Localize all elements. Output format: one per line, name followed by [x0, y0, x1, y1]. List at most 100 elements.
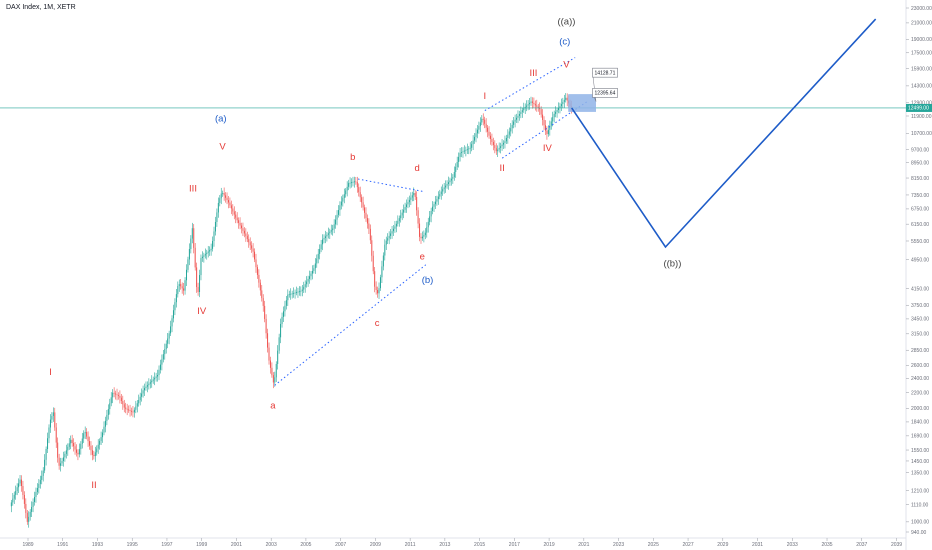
- candle-body: [488, 131, 490, 136]
- candle-body: [301, 289, 303, 291]
- y-tick-label: 1550.00: [911, 448, 929, 454]
- candle-body: [539, 107, 541, 110]
- candle-body: [117, 395, 119, 396]
- candle-body: [410, 197, 412, 200]
- candle-body: [64, 453, 66, 458]
- channel-line: [274, 264, 427, 386]
- candle-body: [552, 117, 554, 122]
- y-tick-label: 3450.00: [911, 317, 929, 323]
- candle-body: [544, 125, 546, 131]
- candle-body: [514, 119, 516, 122]
- candle-body: [139, 396, 141, 401]
- wave-label: (b): [422, 275, 434, 286]
- candle-body: [336, 214, 338, 220]
- candle-body: [125, 407, 127, 409]
- candle-body: [272, 375, 274, 383]
- candle-body: [290, 293, 292, 295]
- candle-body: [26, 512, 28, 522]
- candle-body: [416, 196, 418, 211]
- candle-body: [472, 140, 474, 145]
- candle-body: [404, 206, 406, 210]
- candle-body: [74, 446, 76, 450]
- candle-body: [411, 195, 413, 198]
- candle-body: [398, 218, 400, 222]
- candle-body: [556, 109, 558, 112]
- candle-body: [113, 392, 115, 394]
- candle-body: [332, 228, 334, 231]
- candle-body: [307, 278, 309, 282]
- candle-body: [133, 409, 135, 413]
- candle-body: [104, 420, 106, 427]
- y-tick-label: 15900.00: [911, 66, 932, 72]
- candle-body: [342, 197, 344, 202]
- candle-body: [109, 403, 111, 410]
- candle-body: [152, 379, 154, 381]
- wave-label: III: [530, 68, 538, 79]
- candle-body: [110, 397, 112, 404]
- candle-body: [513, 121, 515, 125]
- candle-body: [20, 479, 22, 487]
- candle-body: [207, 251, 209, 253]
- candle-body: [187, 259, 189, 270]
- x-tick-label: 1991: [57, 542, 68, 548]
- candle-body: [31, 506, 33, 512]
- candle-body: [180, 284, 182, 287]
- candle-body: [339, 205, 341, 211]
- candle-body: [232, 208, 234, 212]
- x-tick-label: 2011: [405, 542, 416, 548]
- y-tick-label: 5550.00: [911, 239, 929, 245]
- candle-body: [225, 195, 227, 198]
- candle-body: [22, 486, 24, 495]
- candle-body: [558, 108, 560, 110]
- candle-body: [126, 408, 128, 410]
- x-tick-label: 2003: [266, 542, 277, 548]
- candle-body: [49, 419, 51, 428]
- candle-body: [434, 201, 436, 205]
- candle-body: [188, 249, 190, 260]
- candle-body: [368, 223, 370, 229]
- candle-body: [311, 270, 313, 274]
- x-tick-label: 2021: [578, 542, 589, 548]
- candle-body: [91, 450, 93, 455]
- candle-body: [504, 141, 506, 143]
- candle-body: [65, 450, 67, 454]
- candle-body: [394, 226, 396, 229]
- candle-body: [316, 258, 318, 264]
- candle-body: [337, 210, 339, 215]
- candle-body: [406, 204, 408, 207]
- candle-body: [236, 217, 238, 221]
- candle-body: [119, 395, 121, 398]
- candle-body: [34, 496, 36, 502]
- candle-body: [255, 259, 257, 268]
- candle-body: [99, 440, 101, 445]
- wave-label: c: [375, 318, 380, 329]
- y-tick-label: 2600.00: [911, 363, 929, 369]
- candle-body: [323, 237, 325, 240]
- candle-body: [175, 294, 177, 303]
- candle-body: [562, 101, 564, 105]
- candle-body: [25, 503, 27, 513]
- candle-body: [39, 479, 41, 484]
- candle-body: [235, 214, 237, 218]
- candle-body: [44, 459, 46, 471]
- candle-body: [487, 127, 489, 132]
- candle-body: [414, 193, 416, 197]
- candle-body: [369, 228, 371, 241]
- candle-body: [267, 333, 269, 348]
- wave-label: ((b)): [663, 259, 681, 270]
- candle-body: [319, 249, 321, 254]
- candle-body: [333, 224, 335, 229]
- y-tick-label: 14300.00: [911, 84, 932, 90]
- x-tick-label: 2027: [682, 542, 693, 548]
- candle-body: [61, 460, 63, 464]
- candle-body: [518, 114, 520, 116]
- candle-body: [407, 202, 409, 205]
- candle-body: [240, 225, 243, 229]
- candle-body: [365, 212, 367, 219]
- candle-body: [77, 452, 79, 455]
- candle-body: [80, 443, 82, 450]
- candle-body: [426, 227, 428, 233]
- candle-body: [181, 286, 183, 289]
- candle-body: [440, 191, 442, 195]
